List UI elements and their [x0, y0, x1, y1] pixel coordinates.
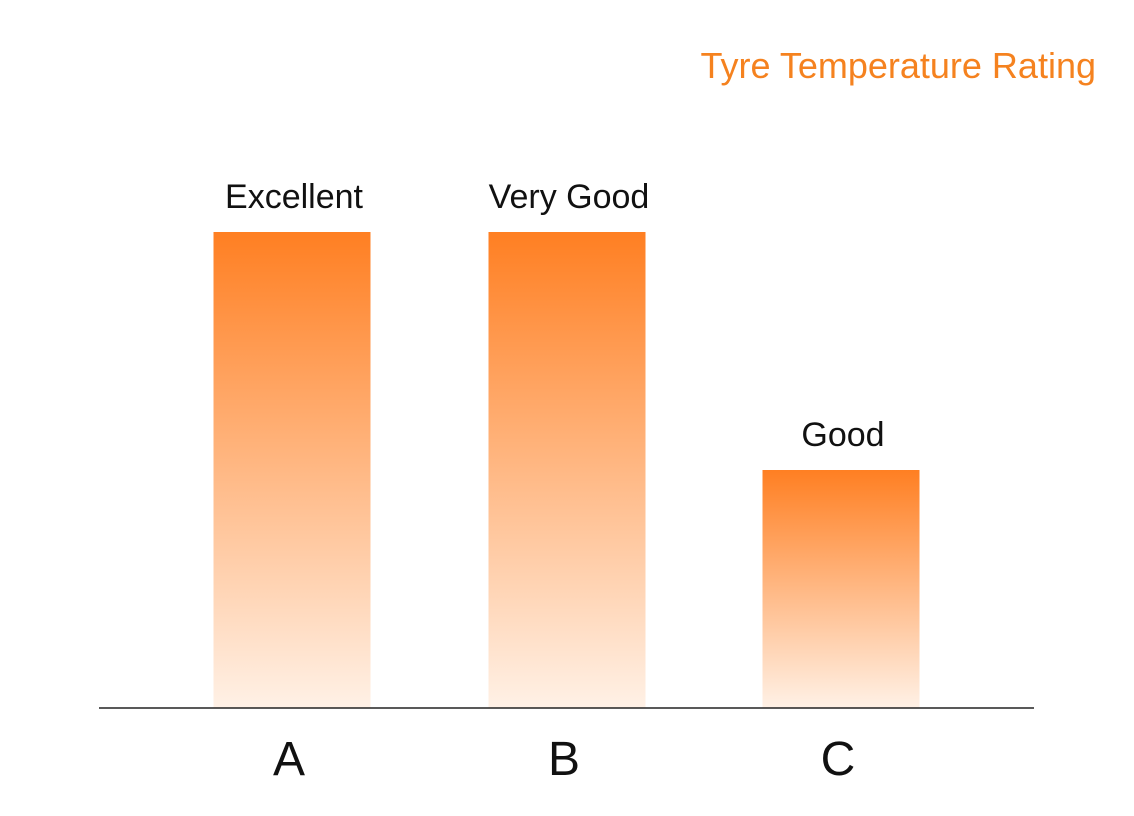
data-label-c: Good — [801, 416, 884, 454]
bar-c — [762, 470, 920, 708]
x-tick-label-a: A — [273, 733, 305, 786]
bar-a — [213, 232, 371, 708]
data-label-a: Excellent — [225, 178, 364, 216]
chart-title: Tyre Temperature Rating — [700, 45, 1096, 86]
x-tick-label-b: B — [548, 733, 580, 786]
x-tick-labels-group: A B C — [273, 733, 855, 786]
x-tick-label-c: C — [821, 733, 856, 786]
data-label-b: Very Good — [489, 178, 650, 216]
bar-b — [488, 232, 646, 708]
bars-group — [213, 232, 920, 708]
data-labels-group: Excellent Very Good Good — [225, 178, 885, 454]
